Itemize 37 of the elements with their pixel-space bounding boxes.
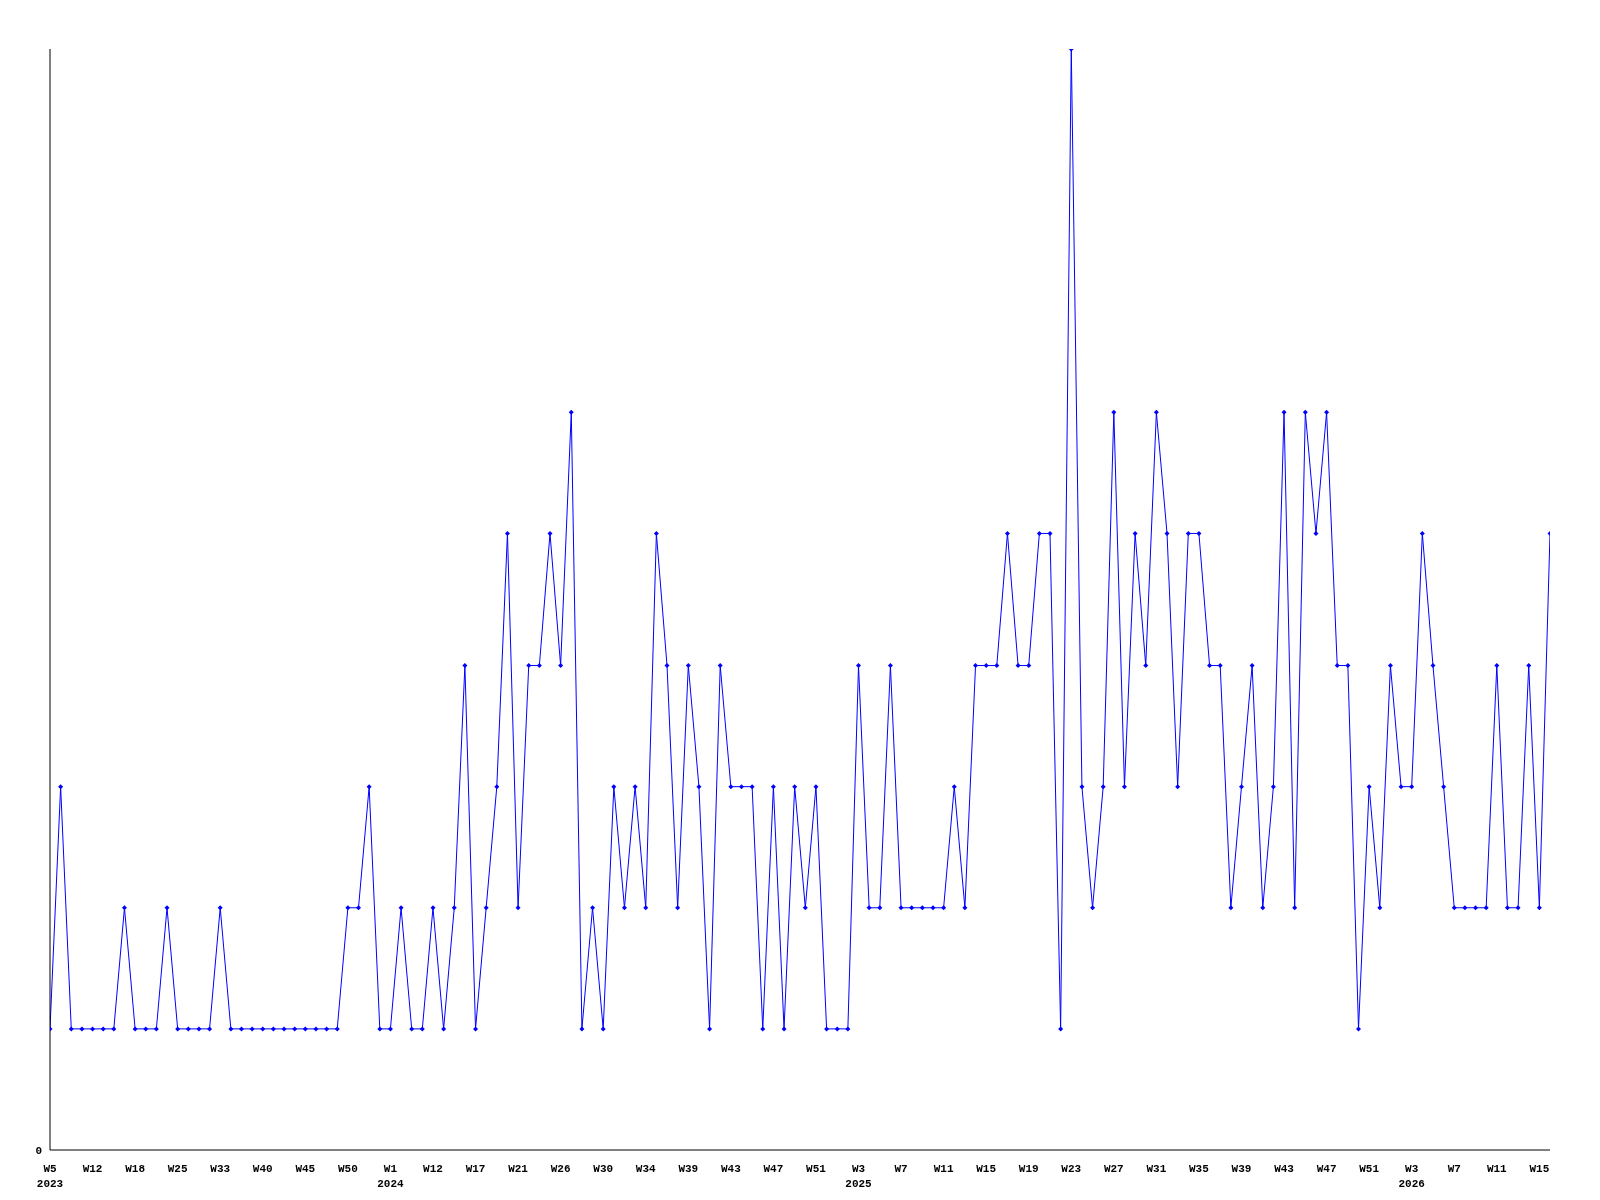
x-tick-label: W51 [806, 1163, 827, 1175]
x-tick-label: W12 [423, 1163, 443, 1175]
x-tick-label: W30 [593, 1163, 614, 1175]
x-tick-label: W50 [337, 1163, 358, 1175]
x-tick-label: W5 2023 [36, 1163, 64, 1190]
text: 0 [35, 1144, 42, 1157]
x-tick-label: W39 [1231, 1163, 1252, 1175]
x-tick-label: W19 [1018, 1163, 1039, 1175]
x-tick-label: W34 [635, 1163, 657, 1175]
x-tick-label: W25 [167, 1163, 188, 1175]
x-tick-label: W39 [678, 1163, 699, 1175]
x-tick-label: W21 [508, 1163, 529, 1175]
x-tick-label: W3 2026 [1398, 1163, 1425, 1190]
x-tick-label: W15 [976, 1163, 997, 1175]
x-tick-label: W33 [210, 1163, 231, 1175]
x-tick-label: W15 [1529, 1163, 1550, 1175]
x-tick-label: W11 [1486, 1163, 1508, 1175]
x-tick-label: W47 [1316, 1163, 1337, 1175]
x-tick-label: W35 [1189, 1163, 1210, 1175]
x-tick-label: W11 [933, 1163, 954, 1175]
x-tick-label: W26 [550, 1163, 571, 1175]
x-tick-label: W12 [82, 1163, 103, 1175]
x-tick-label: W31 [1146, 1163, 1167, 1175]
x-tick-label: W18 [125, 1163, 146, 1175]
x-tick-label: W51 [1359, 1163, 1380, 1175]
x-tick-label: W7 [894, 1163, 908, 1175]
x-tick-label: W43 [720, 1163, 742, 1175]
x-tick-label: W17 [465, 1163, 486, 1175]
x-tick-label: W47 [763, 1163, 784, 1175]
x-tick-label: W7 [1447, 1163, 1461, 1175]
x-tick-label: W23 [1061, 1163, 1082, 1175]
x-tick-label: W27 [1103, 1163, 1124, 1175]
x-tick-label: W3 2025 [845, 1163, 873, 1190]
x-tick-label: W45 [295, 1163, 316, 1175]
x-tick-label: W43 [1274, 1163, 1295, 1175]
x-tick-label: W40 [252, 1163, 273, 1175]
x-tick-label: W1 2024 [377, 1163, 405, 1190]
